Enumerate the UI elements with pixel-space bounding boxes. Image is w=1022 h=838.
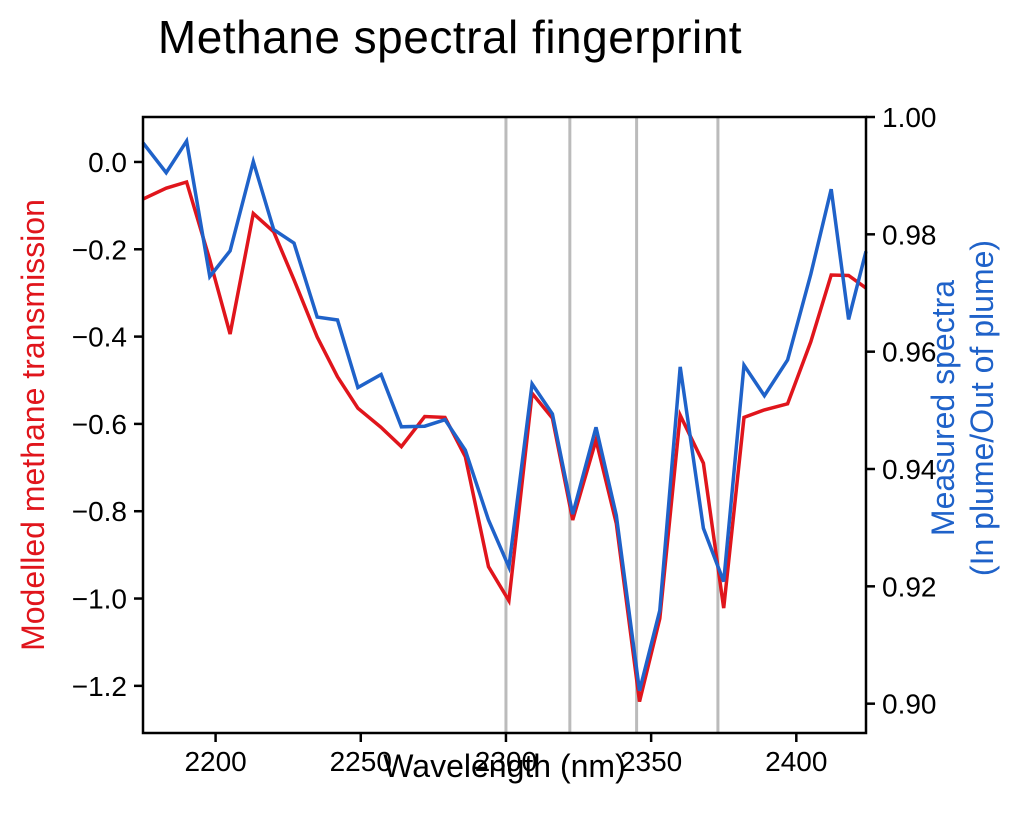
right-y-tick-label: 0.94: [882, 454, 937, 485]
right-y-tick-label: 0.92: [882, 571, 937, 602]
left-y-tick-label: −0.6: [72, 409, 127, 440]
x-tick-label: 2350: [620, 746, 682, 777]
modelled-transmission-line: [142, 179, 868, 703]
right-y-tick-label: 0.96: [882, 337, 937, 368]
right-y-axis-label: Measured spectra (In plume/Out of plume): [924, 58, 1008, 758]
chart-title: Methane spectral fingerprint: [157, 11, 743, 63]
x-axis-label: Wavelength (nm): [383, 748, 626, 784]
right-y-tick-label: 0.98: [882, 219, 937, 250]
left-y-tick-label: −0.2: [72, 234, 127, 265]
right-y-axis-label-line1: Measured spectra: [925, 279, 961, 537]
x-tick-label: 2400: [765, 746, 827, 777]
right-y-tick-label: 1.00: [882, 102, 937, 133]
x-tick-label: 2300: [475, 746, 537, 777]
measured-spectra-line: [141, 136, 868, 692]
left-y-tick-label: −0.4: [72, 322, 127, 353]
x-tick-label: 2200: [184, 746, 246, 777]
left-y-tick-label: 0.0: [88, 147, 127, 178]
left-y-axis-label: Modelled methane transmission: [15, 199, 51, 651]
left-y-tick-label: −1.2: [72, 671, 127, 702]
right-y-tick-label: 0.90: [882, 689, 937, 720]
x-tick-label: 2250: [330, 746, 392, 777]
left-y-tick-label: −0.8: [72, 496, 127, 527]
right-y-axis-label-line2: (In plume/Out of plume): [964, 239, 1001, 577]
left-y-tick-label: −1.0: [72, 584, 127, 615]
